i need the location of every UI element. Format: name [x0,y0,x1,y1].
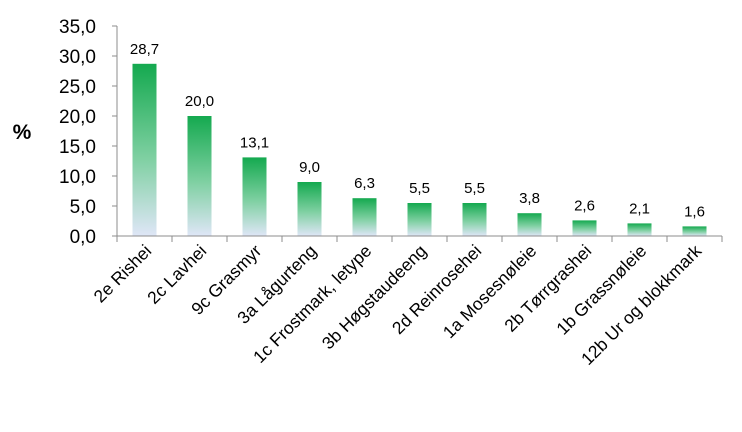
bar [462,203,487,236]
bar [352,198,377,236]
data-label: 9,0 [299,159,320,176]
y-axis-title: % [13,121,32,144]
data-label: 20,0 [185,93,214,110]
y-tick-label: 10,0 [59,167,96,188]
data-label: 6,3 [354,175,375,192]
data-label: 5,5 [464,180,485,197]
data-label: 2,1 [629,200,650,217]
category-label: 3b Høgstaudeeng [318,241,431,354]
axes [112,25,723,242]
y-tick-label: 15,0 [59,137,96,158]
y-tick-label: 5,0 [70,197,96,218]
data-label: 2,6 [574,197,595,214]
data-label: 28,7 [130,41,159,58]
data-labels: 28,7 20,0 13,1 9,0 6,3 5,5 5,5 3,8 2,6 2,1 1,6 [130,41,705,221]
data-label: 3,8 [519,190,540,207]
bar [187,116,212,236]
y-tick-label: 25,0 [59,77,96,98]
y-axis-ticks: 0,0 5,0 10,0 15,0 20,0 25,0 30,0 35,0 [59,17,96,248]
y-tick-label: 35,0 [59,17,96,38]
bar [407,203,432,236]
data-label: 13,1 [240,134,269,151]
data-label: 5,5 [409,180,430,197]
bar [682,226,707,236]
y-tick-label: 0,0 [70,227,96,248]
bar [572,220,597,236]
y-tick-label: 30,0 [59,47,96,68]
y-tick-label: 20,0 [59,107,96,128]
bar [627,223,652,236]
bar [132,63,157,236]
bars [132,63,707,236]
category-label: 1a Mosesnøleie [439,241,541,343]
bar [297,182,322,236]
bar [517,213,542,236]
bar [242,157,267,236]
data-label: 1,6 [684,203,705,220]
